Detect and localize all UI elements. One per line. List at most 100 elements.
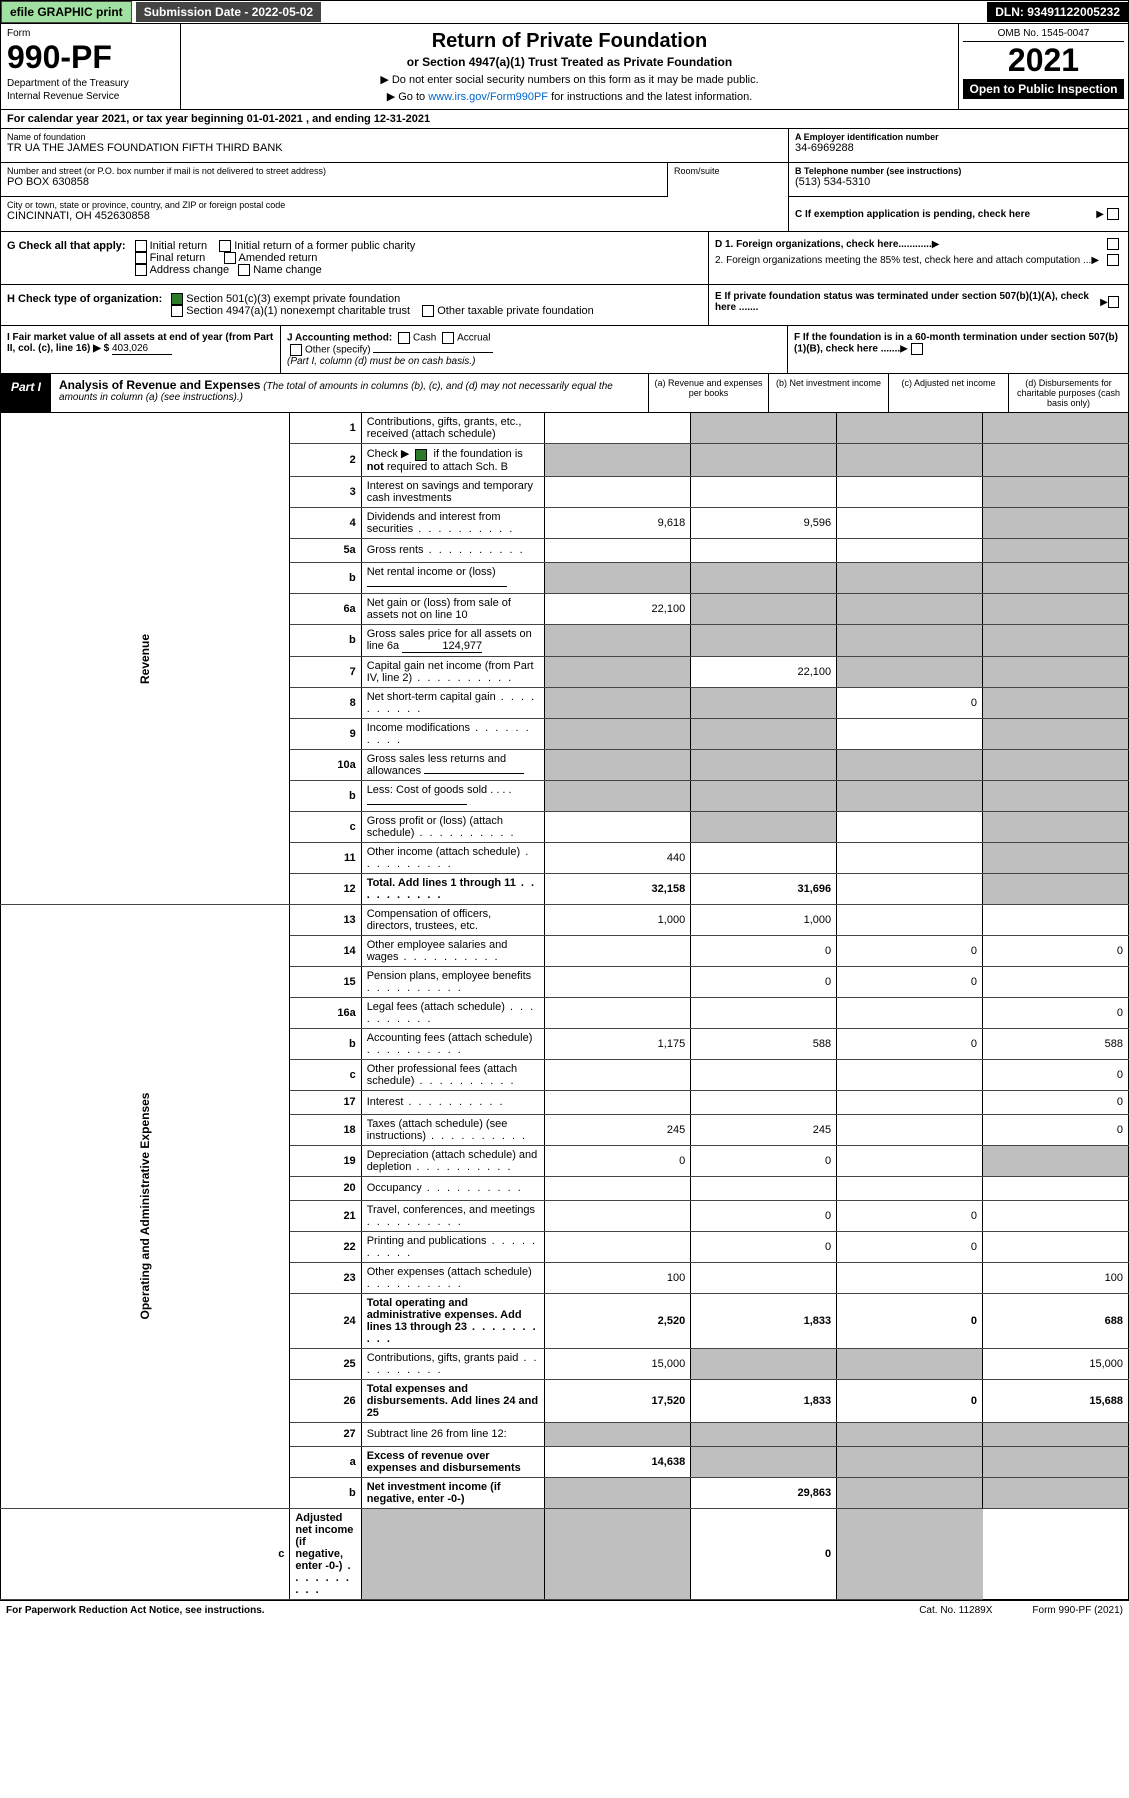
i-value: 403,026 <box>112 343 172 355</box>
c-checkbox[interactable] <box>1107 208 1119 220</box>
options-h-e: H Check type of organization: Section 50… <box>0 285 1129 326</box>
j-note: (Part I, column (d) must be on cash basi… <box>287 356 475 367</box>
d1-checkbox[interactable] <box>1107 238 1119 250</box>
cat-no: Cat. No. 11289X <box>919 1605 992 1616</box>
f-checkbox[interactable] <box>911 343 923 355</box>
g-name-checkbox[interactable] <box>238 264 250 276</box>
part1-table: Revenue 1Contributions, gifts, grants, e… <box>0 413 1129 1599</box>
g-final-label: Final return <box>150 252 206 264</box>
form-note2: ▶ Go to www.irs.gov/Form990PF for instru… <box>187 90 952 103</box>
city-value: CINCINNATI, OH 452630858 <box>7 210 782 222</box>
part1-title: Analysis of Revenue and Expenses <box>59 378 260 392</box>
phone-label: B Telephone number (see instructions) <box>795 166 1122 176</box>
dln-label: DLN: 93491122005232 <box>987 2 1128 22</box>
paperwork-notice: For Paperwork Reduction Act Notice, see … <box>6 1605 265 1616</box>
ein-label: A Employer identification number <box>795 132 1122 142</box>
top-bar: efile GRAPHIC print Submission Date - 20… <box>0 0 1129 24</box>
g-initial-former-checkbox[interactable] <box>219 240 231 252</box>
form-number: 990-PF <box>7 39 174 76</box>
form-note1: ▶ Do not enter social security numbers o… <box>187 73 952 86</box>
g-initial-checkbox[interactable] <box>135 240 147 252</box>
g-amended-checkbox[interactable] <box>224 252 236 264</box>
h-row: H Check type of organization: Section 50… <box>7 291 702 319</box>
footer: For Paperwork Reduction Act Notice, see … <box>0 1600 1129 1620</box>
addr-value: PO BOX 630858 <box>7 176 661 188</box>
line-13: Operating and Administrative Expenses 13… <box>1 904 1129 935</box>
h-other-checkbox[interactable] <box>422 305 434 317</box>
addr-label: Number and street (or P.O. box number if… <box>7 166 661 176</box>
j-cash-checkbox[interactable] <box>398 332 410 344</box>
j-label: J Accounting method: <box>287 333 392 344</box>
j-other-checkbox[interactable] <box>290 344 302 356</box>
j-cash-label: Cash <box>413 333 436 344</box>
options-g-d: G Check all that apply: Initial return I… <box>0 232 1129 285</box>
g-address-label: Address change <box>150 264 230 276</box>
g-initial-former-label: Initial return of a former public charit… <box>234 240 415 252</box>
submission-date-badge: Submission Date - 2022-05-02 <box>136 2 321 22</box>
form-header: Form 990-PF Department of the Treasury I… <box>0 24 1129 110</box>
d2-checkbox[interactable] <box>1107 254 1119 266</box>
col-c-header: (c) Adjusted net income <box>888 374 1008 412</box>
j-accrual-checkbox[interactable] <box>442 332 454 344</box>
e-row: E If private foundation status was termi… <box>715 291 1122 313</box>
ein-cell: A Employer identification number 34-6969… <box>789 129 1128 163</box>
inspection-badge: Open to Public Inspection <box>963 79 1124 99</box>
d1-row: D 1. Foreign organizations, check here..… <box>715 238 1122 250</box>
phone-value: (513) 534-5310 <box>795 176 1122 188</box>
form-title: Return of Private Foundation <box>187 30 952 53</box>
col-b-header: (b) Net investment income <box>768 374 888 412</box>
h-4947-checkbox[interactable] <box>171 305 183 317</box>
g-name-label: Name change <box>253 264 322 276</box>
city-label: City or town, state or province, country… <box>7 200 782 210</box>
revenue-side-label: Revenue <box>138 519 152 797</box>
calendar-row: For calendar year 2021, or tax year begi… <box>0 110 1129 129</box>
d2-row: 2. Foreign organizations meeting the 85%… <box>715 254 1122 266</box>
room-label: Room/suite <box>674 166 782 176</box>
c-label: C If exemption application is pending, c… <box>795 209 1030 220</box>
g-amended-label: Amended return <box>239 252 318 264</box>
d2-label: 2. Foreign organizations meeting the 85%… <box>715 255 1091 266</box>
foundation-name-cell: Name of foundation TR UA THE JAMES FOUND… <box>1 129 788 163</box>
part1-header: Part I Analysis of Revenue and Expenses … <box>0 374 1129 413</box>
f-label: F If the foundation is in a 60-month ter… <box>794 332 1118 355</box>
schb-checkbox[interactable] <box>415 449 427 461</box>
d1-label: D 1. Foreign organizations, check here..… <box>715 239 932 250</box>
line-27c: cAdjusted net income (if negative, enter… <box>1 1508 1129 1599</box>
form-year-block: OMB No. 1545-0047 2021 Open to Public In… <box>958 24 1128 109</box>
h-501c3-label: Section 501(c)(3) exempt private foundat… <box>186 293 400 305</box>
e-checkbox[interactable] <box>1108 296 1119 308</box>
efile-print-button[interactable]: efile GRAPHIC print <box>1 1 132 23</box>
phone-cell: B Telephone number (see instructions) (5… <box>789 163 1128 197</box>
i-j-f-row: I Fair market value of all assets at end… <box>0 326 1129 374</box>
h-4947-label: Section 4947(a)(1) nonexempt charitable … <box>186 305 410 317</box>
form-word: Form <box>7 28 174 39</box>
omb-number: OMB No. 1545-0047 <box>963 28 1124 42</box>
irs-link[interactable]: www.irs.gov/Form990PF <box>428 91 548 103</box>
tax-year: 2021 <box>963 42 1124 79</box>
form-title-block: Return of Private Foundation or Section … <box>181 24 958 109</box>
form-id-block: Form 990-PF Department of the Treasury I… <box>1 24 181 109</box>
h-other-label: Other taxable private foundation <box>437 305 594 317</box>
city-cell: City or town, state or province, country… <box>1 197 788 231</box>
identity-block: Name of foundation TR UA THE JAMES FOUND… <box>0 129 1129 232</box>
g-label: G Check all that apply: <box>7 240 126 252</box>
g-row: G Check all that apply: Initial return I… <box>7 238 702 278</box>
ein-value: 34-6969288 <box>795 142 1122 154</box>
line-1: Revenue 1Contributions, gifts, grants, e… <box>1 413 1129 444</box>
room-cell: Room/suite <box>668 163 788 197</box>
dept-label: Department of the Treasury <box>7 78 174 89</box>
g-initial-label: Initial return <box>150 240 207 252</box>
expenses-side-label: Operating and Administrative Expenses <box>138 1067 152 1345</box>
col-a-header: (a) Revenue and expenses per books <box>648 374 768 412</box>
j-accrual-label: Accrual <box>457 333 490 344</box>
form-subtitle: or Section 4947(a)(1) Trust Treated as P… <box>187 55 952 69</box>
j-block: J Accounting method: Cash Accrual Other … <box>281 326 788 373</box>
col-d-header: (d) Disbursements for charitable purpose… <box>1008 374 1128 412</box>
e-label: E If private foundation status was termi… <box>715 291 1100 313</box>
g-final-checkbox[interactable] <box>135 252 147 264</box>
address-cell: Number and street (or P.O. box number if… <box>1 163 668 197</box>
g-address-checkbox[interactable] <box>135 264 147 276</box>
part1-tag: Part I <box>1 374 51 412</box>
h-501c3-checkbox[interactable] <box>171 293 183 305</box>
form-ref: Form 990-PF (2021) <box>1032 1605 1123 1616</box>
